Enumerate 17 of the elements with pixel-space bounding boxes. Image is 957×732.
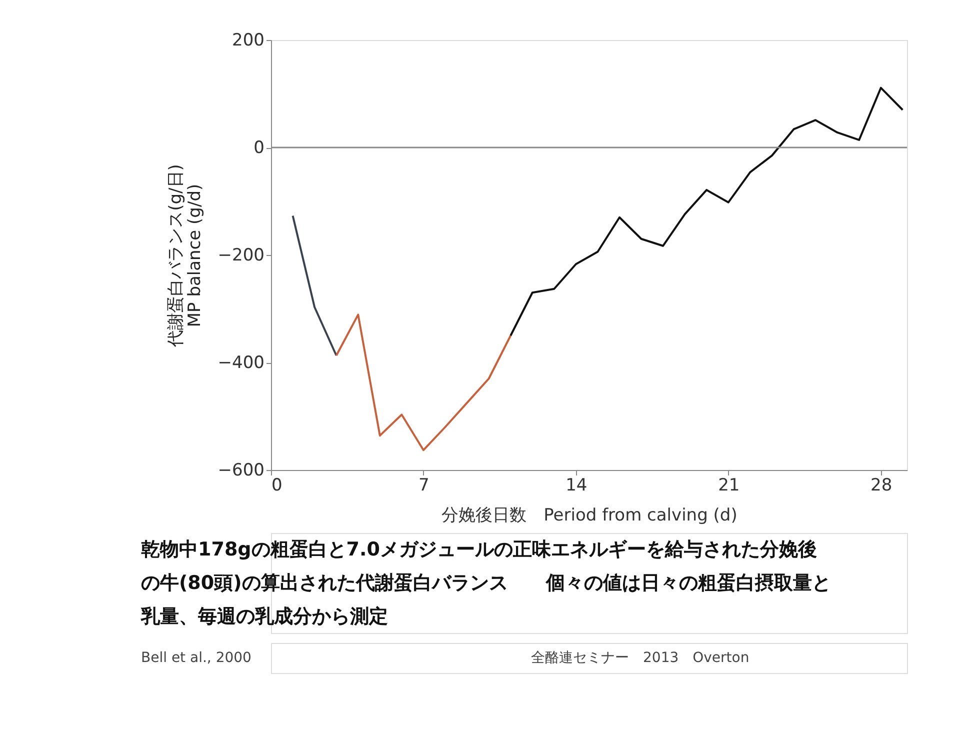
text: Bell et al., 2000 <box>141 650 252 666</box>
x-tick-label: 7 <box>418 476 430 496</box>
y-tick-label: 200 <box>232 30 264 50</box>
y-axis-title: 代謝蛋白バランス(g/日) MP balance (g/d) <box>166 164 205 348</box>
y-tick-label: −600 <box>218 460 264 480</box>
x-tick-label: 28 <box>870 476 892 496</box>
x-tick-label: 14 <box>566 476 588 496</box>
x-axis-title: 分娩後日数 Period from calving (d) <box>442 506 738 526</box>
text: 乾物中178gの粗蛋白と7.0メガジュールの正味エネルギーを給与された分娩後の牛(80頭)の算出された代謝蛋白バランス 個々の値は日々の粗蛋白摂取量と乳量、毎週の乳成分から測定 <box>140 538 831 628</box>
text: 全酪連セミナー 2013 Overton <box>531 650 750 666</box>
y-tick-label: −200 <box>218 246 264 266</box>
x-tick-label: 0 <box>272 476 282 496</box>
y-tick-label: 0 <box>254 138 264 158</box>
line-series <box>335 314 512 452</box>
y-tick-label: −400 <box>218 353 264 373</box>
x-tick-label: 21 <box>718 476 740 496</box>
line-series <box>510 86 904 337</box>
